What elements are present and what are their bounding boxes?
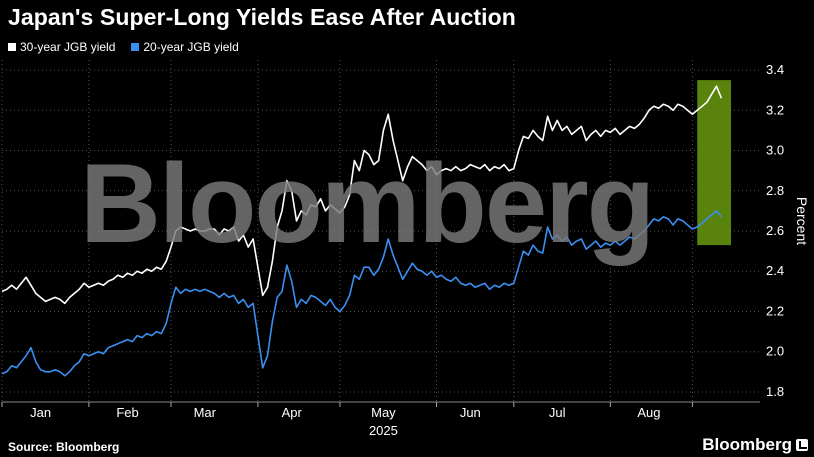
legend-item-20y: 20-year JGB yield: [131, 40, 239, 54]
x-tick-label: Mar: [194, 405, 217, 420]
legend-label-20y: 20-year JGB yield: [143, 40, 239, 54]
highlight-box: [697, 80, 732, 246]
x-tick-label: Jan: [30, 405, 51, 420]
y-tick-label: 3.4: [766, 62, 784, 77]
x-tick-label: Jun: [460, 405, 481, 420]
y-tick-label: 2.0: [766, 344, 784, 359]
y-tick-label: 2.6: [766, 223, 784, 238]
series-line-30y: [1, 85, 723, 305]
brand-name: Bloomberg: [702, 435, 792, 454]
x-tick-label: Feb: [116, 405, 138, 420]
y-axis-label: Percent: [794, 197, 810, 245]
series-line-20y: [1, 210, 723, 377]
y-tick-label: 2.2: [766, 303, 784, 318]
x-tick-label: May: [371, 405, 396, 420]
legend-swatch-20y: [131, 43, 140, 51]
brand-logo: Bloomberg: [702, 435, 808, 455]
y-tick-label: 2.8: [766, 183, 784, 198]
source-note: Source: Bloomberg: [8, 440, 120, 454]
x-tick-label: Apr: [282, 405, 303, 420]
legend-swatch-30y: [8, 43, 16, 51]
brand-chart-icon: [796, 439, 808, 451]
x-tick-label: Aug: [637, 405, 660, 420]
y-tick-label: 1.8: [766, 384, 784, 399]
y-tick-label: 3.0: [766, 143, 784, 158]
y-tick-label: 2.4: [766, 263, 784, 278]
legend: 30-year JGB yield 20-year JGB yield: [8, 40, 239, 54]
bloomberg-watermark: Bloomberg: [80, 141, 655, 266]
x-axis-label: 2025: [369, 423, 398, 438]
legend-label-30y: 30-year JGB yield: [20, 40, 116, 54]
chart-title: Japan's Super-Long Yields Ease After Auc…: [8, 4, 516, 30]
x-tick-label: Jul: [549, 405, 566, 420]
y-tick-label: 3.2: [766, 102, 784, 117]
legend-item-30y: 30-year JGB yield: [8, 40, 115, 54]
